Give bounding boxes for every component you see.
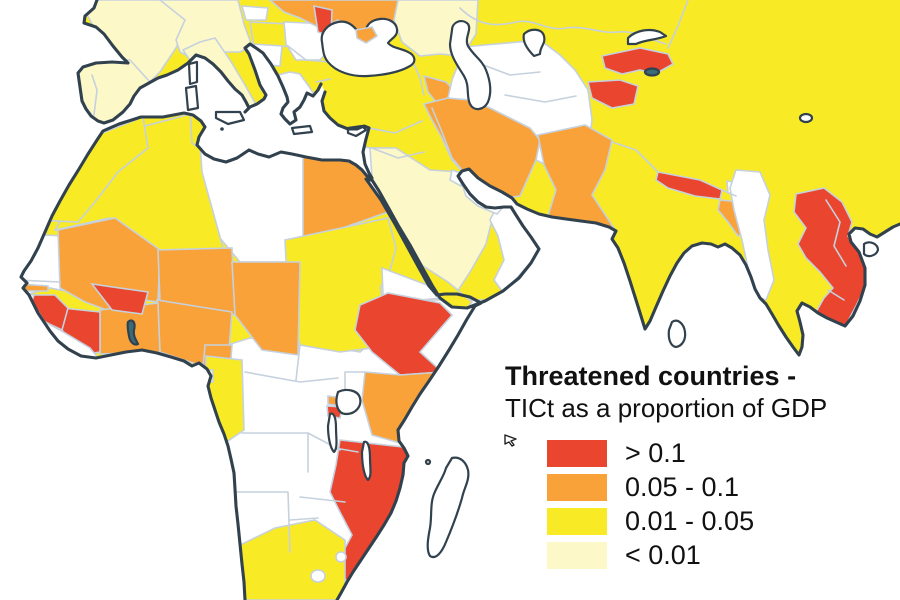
island-sri-lanka: [667, 319, 687, 349]
border-iraq-iran: [431, 107, 463, 171]
coastline-west: [19, 0, 374, 600]
coastline-east: [335, 167, 900, 600]
aral-sea: [522, 28, 546, 58]
legend-swatch-red: [547, 439, 607, 467]
legend-item: > 0.1: [547, 436, 897, 470]
legend-subtitle: TICt as a proportion of GDP: [505, 393, 828, 423]
legend-title: Threatened countries -: [505, 361, 797, 391]
legend-item: 0.05 - 0.1: [547, 470, 897, 504]
legend-label: 0.01 - 0.05: [625, 505, 755, 536]
island-sicily: [214, 110, 246, 126]
lake-volta: [126, 319, 140, 346]
lake-victoria: [335, 388, 362, 416]
border-kazakh-china: [667, 0, 689, 49]
island-hainan: [862, 241, 880, 258]
border-botswana-zimbabwe: [289, 517, 319, 521]
region-nepal: [655, 171, 723, 200]
border-car-drc: [244, 371, 339, 383]
legend-swatch-pale: [547, 541, 607, 569]
region-lesotho: [310, 569, 326, 583]
legend-item: < 0.01: [547, 538, 897, 572]
border-angola-namibia: [236, 491, 291, 553]
island-crete: [290, 124, 314, 136]
region-czech: [240, 5, 269, 21]
legend-label: < 0.01: [625, 539, 701, 570]
border-laos-vietnam: [825, 199, 847, 267]
legend-swatch-orange: [547, 473, 607, 501]
island-sardinia: [184, 84, 200, 112]
island-malta: [220, 127, 224, 131]
legend-label: 0.05 - 0.1: [625, 471, 740, 502]
region-burkina-faso: [90, 282, 150, 315]
region-iberia: [75, 59, 152, 126]
legend-label: > 0.1: [625, 437, 686, 468]
region-tajikistan: [586, 79, 639, 109]
border-portugal-spain: [91, 74, 98, 116]
island-madagascar: [426, 456, 470, 559]
mouse-cursor-icon: [504, 434, 517, 447]
lake-balkhash: [626, 28, 668, 46]
map-legend: Threatened countries - TICt as a proport…: [505, 360, 897, 572]
border-kazakh-russia: [459, 7, 667, 45]
island-cyprus: [346, 124, 368, 138]
border-turkey-east: [411, 59, 425, 96]
legend-swatch-yellow: [547, 507, 607, 535]
region-kenya: [361, 371, 444, 444]
region-ethiopia: [354, 292, 454, 376]
border-zambia-zimbabwe: [299, 496, 346, 503]
border-turkey-syria-iraq: [368, 120, 423, 134]
legend-items: > 0.1 0.05 - 0.1 0.01 - 0.05 < 0.01: [547, 436, 897, 572]
region-gambia: [21, 283, 49, 292]
border-bulgaria-turkey: [315, 78, 331, 83]
region-eritrea: [381, 266, 444, 301]
caspian-sea: [448, 20, 492, 111]
border-uzbek-afghan: [504, 94, 577, 103]
region-swaziland: [335, 551, 347, 563]
legend-item: 0.01 - 0.05: [547, 504, 897, 538]
lake-issyk-kul: [643, 67, 661, 77]
lake-malawi: [360, 440, 372, 482]
region-chad: [231, 261, 301, 356]
border-balkans: [287, 45, 331, 63]
island-corsica: [187, 60, 199, 86]
border-cambodia-vietnam: [827, 289, 845, 301]
region-myanmar: [729, 169, 775, 302]
border-tanzania-zambia: [334, 447, 359, 453]
lake-qinghai: [798, 112, 814, 124]
island-comoros: [424, 458, 432, 466]
border-india-china-east: [721, 189, 737, 197]
region-crimea: [355, 26, 379, 44]
border-china-india: [611, 141, 659, 173]
border-sudan-car: [295, 344, 301, 381]
lake-tanganyika: [326, 412, 338, 454]
border-syria-iraq: [371, 147, 425, 159]
